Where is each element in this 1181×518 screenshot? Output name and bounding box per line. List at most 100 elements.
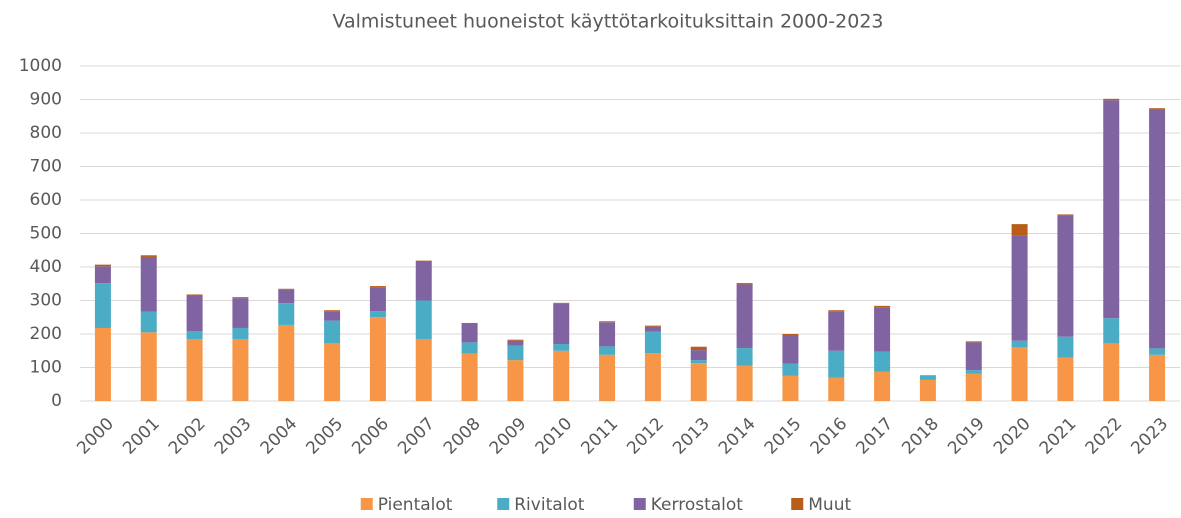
bar-segment [1103, 98, 1120, 101]
bar-segment [1149, 108, 1166, 110]
bar-segment [324, 310, 341, 312]
bar-segment [369, 317, 386, 401]
bar-segment [186, 295, 203, 332]
bar-segment [278, 289, 295, 304]
y-tick-label: 900 [30, 90, 62, 110]
bar-segment [644, 353, 661, 401]
bar-segment [965, 342, 982, 371]
bar-segment [965, 341, 982, 343]
bar-segment [828, 350, 845, 378]
bar-segment [782, 335, 799, 364]
bar-segment [140, 256, 157, 312]
bar-segment [553, 302, 570, 304]
bar-segment [461, 342, 478, 354]
bar-segment [782, 334, 799, 336]
bar-segment [94, 264, 111, 267]
bar-segment [828, 311, 845, 351]
y-tick-label: 400 [30, 257, 62, 277]
x-tick-label: 2005 [302, 414, 347, 459]
bar-segment [599, 321, 616, 323]
x-tick-label: 2009 [486, 414, 531, 459]
bar-segment [278, 288, 295, 290]
bar-segment [919, 375, 936, 380]
bar-segment [507, 339, 524, 341]
bar-segment [415, 300, 432, 340]
legend-swatch [497, 498, 510, 510]
bar-segment [140, 311, 157, 333]
x-tick-label: 2007 [394, 414, 439, 459]
bar-segment [874, 305, 891, 308]
bar-segment [919, 379, 936, 401]
legend-label: Muut [808, 495, 851, 514]
bar-segment [94, 283, 111, 328]
bar-segment [232, 327, 249, 340]
bar-segment [644, 326, 661, 332]
bar-segment [828, 377, 845, 401]
bar-segment [1103, 318, 1120, 344]
legend-swatch [633, 498, 646, 510]
x-tick-label: 2021 [1036, 414, 1081, 459]
x-tick-label: 2022 [1082, 414, 1127, 459]
y-tick-label: 600 [30, 190, 62, 210]
bar-segment [461, 323, 478, 343]
bar-segment [461, 353, 478, 401]
y-tick-label: 700 [30, 157, 62, 177]
bar-segment [782, 363, 799, 376]
bar-segment [140, 255, 157, 257]
bar-segment [736, 348, 753, 366]
bar-segment [736, 365, 753, 401]
bar-segment [1103, 343, 1120, 401]
legend-label: Pientalot [378, 495, 453, 514]
x-tick-label: 2001 [119, 414, 164, 459]
chart-title: Valmistuneet huoneistot käyttötarkoituks… [332, 11, 883, 33]
bar-segment [965, 370, 982, 374]
legend-label: Kerrostalot [651, 495, 744, 514]
bar-segment [1103, 100, 1120, 319]
bar-segment [507, 345, 524, 361]
bar-segment [186, 339, 203, 401]
x-tick-label: 2019 [944, 414, 989, 459]
bar-segment [644, 331, 661, 354]
y-tick-label: 200 [30, 324, 62, 344]
x-tick-label: 2023 [1127, 414, 1172, 459]
bar-segment [553, 303, 570, 345]
bar-segment [874, 307, 891, 352]
x-tick-label: 2004 [257, 414, 302, 459]
bar-segment [599, 354, 616, 401]
bar-segment [232, 339, 249, 401]
legend-swatch [791, 498, 804, 510]
bar-segment [186, 331, 203, 340]
bar-segment [1057, 336, 1074, 358]
bar-segment [415, 260, 432, 262]
bar-segment [690, 363, 707, 401]
y-tick-label: 800 [30, 123, 62, 143]
bar-segment [507, 340, 524, 346]
x-tick-label: 2013 [669, 414, 714, 459]
bar-segment [1011, 235, 1028, 341]
bar-segment [369, 287, 386, 312]
legend-label: Rivitalot [514, 495, 585, 514]
x-tick-label: 2020 [990, 414, 1035, 459]
bar-segment [782, 375, 799, 401]
x-tick-label: 2011 [577, 414, 622, 459]
bar-segment [828, 310, 845, 312]
bar-segment [324, 311, 341, 321]
x-tick-label: 2012 [623, 414, 668, 459]
x-tick-label: 2010 [532, 414, 577, 459]
bar-segment [690, 360, 707, 364]
x-tick-label: 2018 [898, 414, 943, 459]
bar-segment [690, 346, 707, 351]
x-tick-label: 2016 [807, 414, 852, 459]
bar-segment [369, 286, 386, 288]
bar-segment [1011, 224, 1028, 236]
bar-segment [965, 373, 982, 401]
bar-segment [1011, 340, 1028, 348]
bar-segment [1057, 214, 1074, 216]
bar-segment [324, 320, 341, 344]
bar-segment [278, 324, 295, 401]
bar-segment [874, 371, 891, 401]
x-tick-label: 2015 [761, 414, 806, 459]
bar-segment [507, 360, 524, 401]
bar-segment [415, 339, 432, 401]
bar-segment [369, 311, 386, 318]
